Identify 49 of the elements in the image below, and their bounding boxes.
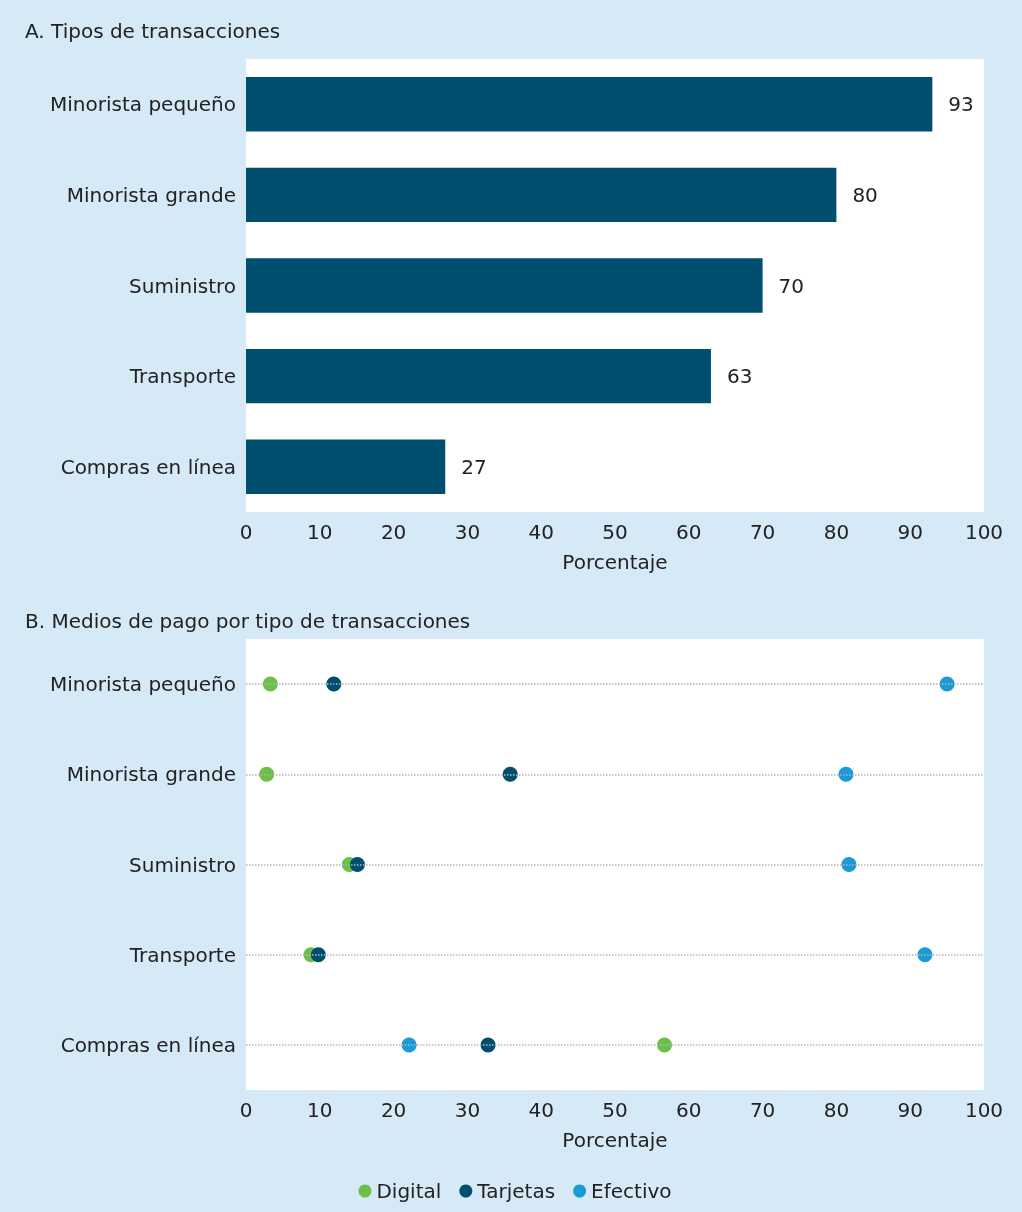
x-axis-title: Porcentaje	[562, 550, 668, 574]
x-tick-label: 20	[380, 520, 407, 544]
y-tick-label: Minorista pequeño	[50, 92, 236, 117]
legend-label: Digital	[376, 1179, 442, 1203]
x-tick-label: 30	[454, 1098, 481, 1122]
legend-label: Tarjetas	[476, 1179, 556, 1203]
bar	[246, 167, 837, 223]
y-tick-label: Compras en línea	[60, 1032, 236, 1057]
x-tick-label: 100	[964, 1098, 1004, 1122]
x-tick-label: 90	[897, 520, 923, 544]
data-label: 63	[726, 364, 753, 389]
x-tick-label: 50	[602, 520, 628, 544]
x-tick-label: 30	[454, 520, 481, 544]
x-tick-label: 10	[307, 520, 333, 544]
x-tick-label: 50	[602, 1098, 628, 1122]
x-tick-label: 80	[823, 1098, 850, 1122]
y-tick-label: Compras en línea	[60, 454, 236, 479]
x-tick-label: 60	[676, 1098, 702, 1122]
data-label: 70	[778, 273, 805, 298]
x-tick-label: 10	[307, 1098, 333, 1122]
data-label: 27	[461, 454, 487, 479]
y-tick-label: Transporte	[128, 364, 236, 389]
y-tick-label: Minorista grande	[66, 182, 236, 207]
x-tick-label: 90	[897, 1098, 923, 1122]
x-tick-label: 60	[676, 520, 702, 544]
x-tick-label: 0	[239, 1098, 253, 1122]
y-tick-label: Transporte	[128, 942, 236, 967]
chart-title: A. Tipos de transacciones	[25, 19, 281, 43]
y-tick-label: Suministro	[129, 852, 236, 877]
y-tick-label: Minorista grande	[66, 762, 236, 787]
data-label: 80	[852, 182, 878, 207]
x-tick-label: 40	[528, 1098, 554, 1122]
legend-label: Efectivo	[591, 1179, 672, 1203]
bar	[246, 348, 711, 404]
x-axis-title: Porcentaje	[562, 1128, 668, 1152]
x-tick-label: 40	[528, 520, 554, 544]
bar	[246, 258, 763, 313]
x-tick-label: 70	[749, 520, 776, 544]
chart-title: B. Medios de pago por tipo de transacciones	[25, 609, 471, 633]
y-tick-label: Minorista pequeño	[50, 672, 236, 697]
x-tick-label: 0	[239, 520, 253, 544]
y-tick-label: Suministro	[129, 273, 236, 298]
x-tick-label: 20	[380, 1098, 407, 1122]
x-tick-label: 70	[749, 1098, 776, 1122]
x-tick-label: 80	[823, 520, 850, 544]
data-label: 93	[948, 92, 974, 117]
bar	[246, 439, 446, 494]
bar	[246, 77, 933, 132]
x-tick-label: 100	[964, 520, 1004, 544]
